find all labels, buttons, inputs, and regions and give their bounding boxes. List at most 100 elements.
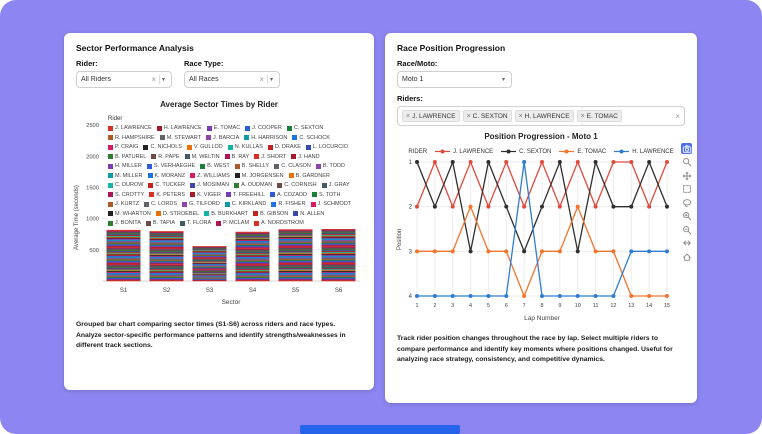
reset-axes-icon[interactable] — [681, 251, 692, 262]
legend-item-t-freehill[interactable]: T. FREEHILL — [225, 191, 265, 199]
legend-item-c-kirkland[interactable]: C. KIRKLAND — [224, 200, 266, 208]
legend-label: B. GARDNER — [295, 172, 330, 179]
legend-item-a-cozadd[interactable]: A. COZADD — [270, 191, 307, 199]
legend-item-c-sexton[interactable]: C. SEXTON — [501, 148, 551, 155]
legend-item-c-nichols[interactable]: C. NICHOLS — [143, 143, 182, 151]
legend-item-d-stroebel[interactable]: D. STROEBEL — [155, 210, 199, 218]
series-marker-e-tomac — [611, 249, 616, 254]
legend-item-k-viger[interactable]: K. VIGER — [190, 191, 221, 199]
chip-remove-icon[interactable]: × — [466, 112, 471, 120]
legend-item-e-tomac[interactable]: E. TOMAC — [559, 148, 606, 155]
legend-item-n-allen[interactable]: N. ALLEN — [293, 210, 324, 218]
legend-item-b-gardner[interactable]: B. GARDNER — [288, 172, 330, 180]
legend-item-k-peters[interactable]: K. PETERS — [149, 191, 185, 199]
legend-item-b-burkhart[interactable]: B. BURKHART — [204, 210, 248, 218]
legend-swatch — [155, 211, 161, 216]
legend-item-c-cornish[interactable]: C. CORNISH — [277, 181, 317, 189]
legend-item-c-tucker[interactable]: C. TUCKER — [148, 181, 185, 189]
legend-item-b-west[interactable]: B. WEST — [200, 162, 230, 170]
rider-chip-j-lawrence[interactable]: × J. LAWRENCE — [402, 110, 460, 122]
legend-item-j-short[interactable]: J. SHORT — [254, 153, 286, 161]
zoom-in-icon[interactable] — [681, 211, 692, 222]
legend-item-j-gray[interactable]: J. GRAY — [321, 181, 350, 189]
legend-item-b-tapia[interactable]: B. TAPIA — [145, 219, 175, 227]
autoscale-icon[interactable] — [681, 238, 692, 249]
legend-item-b-gibson[interactable]: B. GIBSON — [253, 210, 288, 218]
legend-item-h-lawrence[interactable]: H. LAWRENCE — [614, 148, 674, 155]
legend-item-c-sexton[interactable]: C. SEXTON — [286, 124, 323, 132]
legend-item-a-nordstrom[interactable]: A. NORDSTROM — [254, 219, 304, 227]
legend-item-z-williams[interactable]: Z. WILLIAMS — [190, 172, 230, 180]
rider-dropdown[interactable]: All Riders × ▾ — [76, 71, 172, 88]
legend-item-m-wharton[interactable]: M. WHARTON — [108, 210, 151, 218]
download-plot-icon[interactable] — [681, 143, 692, 154]
chevron-down-icon[interactable]: ▾ — [161, 77, 165, 83]
chip-remove-icon[interactable]: × — [518, 112, 523, 120]
legend-item-b-ray[interactable]: B. RAY — [224, 153, 249, 161]
race-moto-dropdown[interactable]: Moto 1 ▾ — [397, 71, 512, 88]
legend-item-j-kurtz[interactable]: J. KURTZ — [108, 200, 139, 208]
rider-chip-e-tomac[interactable]: × E. TOMAC — [576, 110, 622, 122]
legend-item-b-paturel[interactable]: B. PATUREL — [108, 153, 146, 161]
clear-icon[interactable]: × — [259, 75, 264, 84]
legend-item-c-schock[interactable]: C. SCHOCK — [292, 134, 330, 142]
legend-item-e-tomac[interactable]: E. TOMAC — [206, 124, 240, 132]
svg-text:Lap Number: Lap Number — [524, 315, 561, 322]
legend-item-a-oudman[interactable]: A. OUDMAN — [234, 181, 272, 189]
legend-item-b-shelly[interactable]: B. SHELLY — [234, 162, 269, 170]
lasso-select-icon[interactable] — [681, 197, 692, 208]
rider-chip-h-lawrence[interactable]: × H. LAWRENCE — [514, 110, 574, 122]
legend-item-s-toth[interactable]: S. TOTH — [311, 191, 340, 199]
legend-item-c-clason[interactable]: C. CLASON — [274, 162, 311, 170]
race-type-dropdown[interactable]: All Races × ▾ — [184, 71, 280, 88]
svg-text:S4: S4 — [249, 288, 257, 294]
legend-item-j-lawrence[interactable]: J. LAWRENCE — [108, 124, 152, 132]
legend-item-h-harrison[interactable]: H. HARRISON — [244, 134, 287, 142]
chevron-down-icon[interactable]: ▾ — [501, 77, 505, 83]
pan-icon[interactable] — [681, 170, 692, 181]
legend-item-j-schmodt[interactable]: J. SCHMODT — [310, 200, 351, 208]
legend-item-c-lords[interactable]: C. LORDS — [144, 200, 177, 208]
legend-item-b-todd[interactable]: B. TODD — [315, 162, 345, 170]
legend-item-m-weltin[interactable]: M. WELTIN — [184, 153, 220, 161]
chip-remove-icon[interactable]: × — [406, 112, 411, 120]
legend-item-l-locurcio[interactable]: L. LOCURCIO — [305, 143, 348, 151]
legend-item-t-flora[interactable]: T. FLORA — [180, 219, 211, 227]
zoom-icon[interactable] — [681, 157, 692, 168]
legend-item-k-moranz[interactable]: K. MORANZ — [147, 172, 185, 180]
svg-text:14: 14 — [646, 303, 652, 309]
legend-item-r-pape[interactable]: R. PAPE — [151, 153, 180, 161]
zoom-out-icon[interactable] — [681, 224, 692, 235]
chip-remove-icon[interactable]: × — [580, 112, 585, 120]
legend-item-m-jorgensen[interactable]: M. JORGENSEN — [234, 172, 284, 180]
legend-item-p-craig[interactable]: P. CRAIG — [108, 143, 138, 151]
box-select-icon[interactable] — [681, 184, 692, 195]
clear-icon[interactable]: × — [151, 75, 156, 84]
rider-chip-c-sexton[interactable]: × C. SEXTON — [462, 110, 512, 122]
legend-item-h-lawrence[interactable]: H. LAWRENCE — [156, 124, 202, 132]
legend-item-j-barcia[interactable]: J. BARCIA — [205, 134, 239, 142]
legend-item-g-tilford[interactable]: G. TILFORD — [182, 200, 220, 208]
series-marker-c-sexton — [629, 204, 634, 209]
legend-item-j-bonita[interactable]: J. BONITA — [108, 219, 141, 227]
legend-item-p-mclam[interactable]: P. MCLAM — [216, 219, 249, 227]
legend-item-r-fisher[interactable]: R. FISHER — [271, 200, 306, 208]
legend-item-r-hampshire[interactable]: R. HAMPSHIRE — [108, 134, 155, 142]
bar-chart-legend: Rider J. LAWRENCE H. LAWRENCE E. TOMAC J. CO… — [108, 116, 362, 229]
legend-item-m-stewart[interactable]: M. STEWART — [159, 134, 201, 142]
legend-item-j-lawrence[interactable]: J. LAWRENCE — [435, 148, 493, 155]
legend-item-j-hand[interactable]: J. HAND — [291, 153, 320, 161]
legend-item-j-mosiman[interactable]: J. MOSIMAN — [189, 181, 229, 189]
legend-item-m-miller[interactable]: M. MILLER — [108, 172, 143, 180]
legend-item-s-verhaeghe[interactable]: S. VERHAEGHE — [146, 162, 195, 170]
legend-item-j-cooper[interactable]: J. COOPER — [245, 124, 282, 132]
legend-item-h-miller[interactable]: H. MILLER — [108, 162, 142, 170]
chevron-down-icon[interactable]: ▾ — [269, 77, 273, 83]
legend-item-n-kullas[interactable]: N. KULLAS — [227, 143, 263, 151]
legend-item-d-drake[interactable]: D. DRAKE — [267, 143, 301, 151]
clear-all-icon[interactable]: × — [675, 111, 680, 121]
riders-multiselect[interactable]: × J. LAWRENCE × C. SEXTON × H. LAWRENCE × E. TO… — [397, 106, 685, 126]
legend-item-v-gullod[interactable]: V. GULLOD — [186, 143, 223, 151]
legend-item-c-durow[interactable]: C. DUROW — [108, 181, 143, 189]
legend-item-s-crotty[interactable]: S. CROTTY — [108, 191, 144, 199]
